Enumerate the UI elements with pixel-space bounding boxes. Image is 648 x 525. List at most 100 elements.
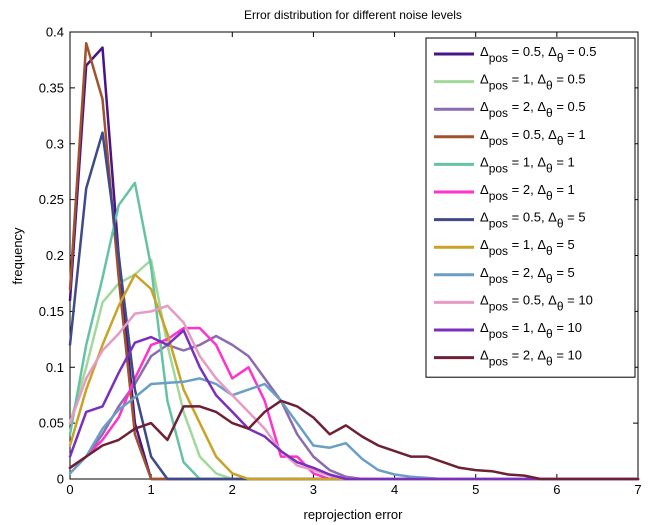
legend-value: 5: [568, 237, 575, 252]
legend-value: 2: [523, 182, 530, 197]
legend-value: 1: [568, 182, 575, 197]
legend-text: θ: [557, 51, 564, 65]
legend-text: Δ: [480, 72, 489, 87]
series-line-6: [68, 326, 640, 481]
legend-text: pos: [489, 161, 508, 175]
x-axis-label: reprojection error: [304, 507, 404, 522]
x-tick-label: 1: [148, 482, 155, 497]
legend-text: pos: [489, 299, 508, 313]
series-line-10: [68, 304, 640, 481]
legend-text: =: [564, 292, 579, 307]
series-line-11: [68, 329, 640, 481]
y-tick-label: 0.4: [46, 25, 64, 40]
legend-text: pos: [489, 217, 508, 231]
legend-value: 1: [523, 320, 530, 335]
legend-text: =: [508, 348, 523, 363]
legend-value: 1: [568, 154, 575, 169]
legend-value: 1: [523, 72, 530, 87]
legend-value: 1: [578, 127, 585, 142]
legend-text: =: [508, 292, 523, 307]
legend-text: Δ: [480, 348, 489, 363]
legend-text: =: [508, 320, 523, 335]
legend-entry: Δpos = 0.5, Δθ = 5: [480, 210, 586, 231]
legend-text: Δ: [480, 265, 489, 280]
legend-text: θ: [546, 355, 553, 369]
legend-entry: Δpos = 1, Δθ = 5: [480, 237, 575, 258]
series-line-4: [68, 41, 640, 481]
legend-value: 1: [523, 154, 530, 169]
legend-text: =: [508, 210, 523, 225]
legend-text: =: [564, 127, 579, 142]
legend-text: pos: [489, 79, 508, 93]
y-tick-label: 0.35: [39, 80, 64, 95]
legend-text: Δ: [480, 182, 489, 197]
legend-text: Δ: [480, 210, 489, 225]
legend-text: Δ: [480, 127, 489, 142]
legend-entry: Δpos = 1, Δθ = 1: [480, 154, 575, 175]
legend-text: =: [553, 237, 568, 252]
legend-text: =: [508, 154, 523, 169]
legend-entry: Δpos = 0.5, Δθ = 1: [480, 127, 586, 148]
x-tick-label: 0: [66, 482, 73, 497]
y-tick-label: 0.25: [39, 192, 64, 207]
legend-value: 5: [578, 210, 585, 225]
legend-text: θ: [546, 79, 553, 93]
legend-text: , Δ: [530, 72, 546, 87]
legend-text: θ: [546, 272, 553, 286]
legend-entry: Δpos = 0.5, Δθ = 10: [480, 292, 593, 313]
legend-text: , Δ: [541, 44, 557, 59]
legend-entry: Δpos = 2, Δθ = 1: [480, 182, 575, 203]
legend-entry: Δpos = 0.5, Δθ = 0.5: [480, 44, 596, 65]
y-axis-label: frequency: [10, 227, 25, 285]
legend-text: θ: [546, 189, 553, 203]
legend-text: Δ: [480, 99, 489, 114]
plot-area: 0 1 2 3 4 5 6 7 0 0.05 0.1 0.15 0.2 0.25 0.3 0.35 0.4: [39, 25, 642, 498]
legend-entry: Δpos = 2, Δθ = 5: [480, 265, 575, 286]
legend-text: pos: [489, 134, 508, 148]
y-tick-label: 0.2: [46, 248, 64, 263]
legend-text: =: [553, 348, 568, 363]
series-line-12: [68, 399, 640, 481]
legend-text: =: [508, 237, 523, 252]
y-tick-label: 0.1: [46, 360, 64, 375]
legend-text: pos: [489, 189, 508, 203]
legend-text: =: [553, 72, 568, 87]
legend-value: 10: [568, 320, 582, 335]
legend-text: θ: [546, 327, 553, 341]
legend-text: θ: [557, 299, 564, 313]
legend-value: 0.5: [523, 292, 541, 307]
x-tick-label: 7: [634, 482, 641, 497]
x-tick-label: 3: [310, 482, 317, 497]
legend-text: =: [564, 210, 579, 225]
legend-text: θ: [546, 161, 553, 175]
legend-value: 0.5: [578, 44, 596, 59]
legend-text: Δ: [480, 44, 489, 59]
y-tick-label: 0.05: [39, 416, 64, 431]
legend-text: , Δ: [530, 237, 546, 252]
legend-text: pos: [489, 244, 508, 258]
legend-text: =: [553, 265, 568, 280]
series-line-2: [68, 258, 640, 481]
legend-text: , Δ: [541, 210, 557, 225]
series-line-3: [68, 334, 640, 481]
legend-value: 0.5: [568, 72, 586, 87]
legend-entry: Δpos = 1, Δθ = 10: [480, 320, 582, 341]
legend-text: =: [508, 44, 523, 59]
series-line-9: [68, 377, 640, 481]
legend-text: pos: [489, 272, 508, 286]
legend-text: =: [508, 265, 523, 280]
legend-text: , Δ: [541, 127, 557, 142]
legend-text: pos: [489, 51, 508, 65]
legend-text: pos: [489, 355, 508, 369]
x-tick-label: 4: [391, 482, 398, 497]
chart-title: Error distribution for different noise l…: [244, 8, 462, 22]
y-tick-label: 0.15: [39, 304, 64, 319]
legend-text: =: [564, 44, 579, 59]
legend-text: Δ: [480, 320, 489, 335]
legend-text: θ: [557, 217, 564, 231]
legend-text: =: [553, 182, 568, 197]
series-line-5: [68, 181, 640, 481]
legend-entry: Δpos = 2, Δθ = 10: [480, 348, 582, 369]
legend-text: θ: [557, 134, 564, 148]
